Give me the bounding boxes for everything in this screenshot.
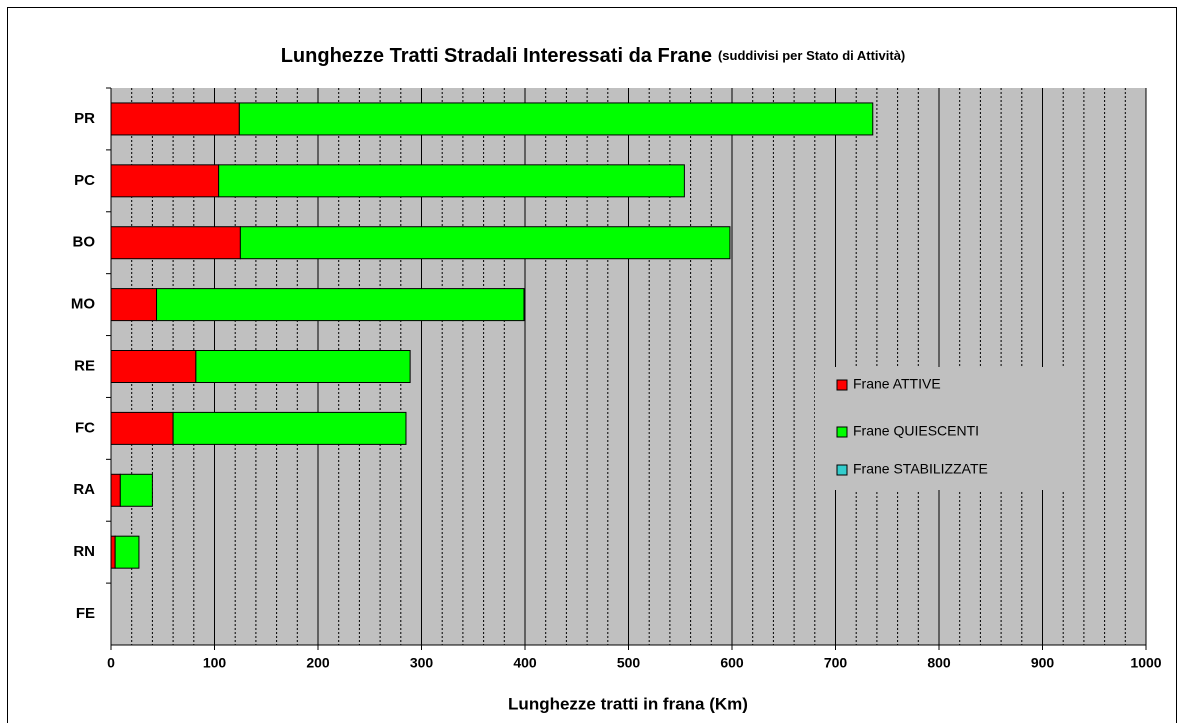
bar-segment	[110, 288, 158, 322]
bar-segment	[110, 535, 116, 569]
bar-segment	[110, 350, 197, 383]
legend-label: Frane ATTIVE	[853, 376, 941, 392]
legend-box	[815, 367, 1075, 490]
x-tick-label: 900	[1031, 655, 1055, 671]
bar-segment	[239, 226, 731, 260]
legend-swatch	[836, 379, 848, 391]
x-tick-label: 700	[824, 655, 848, 671]
bar-segment	[110, 411, 174, 445]
y-tick-label: FE	[76, 605, 95, 622]
x-axis-label: Lunghezze tratti in frana (Km)	[508, 694, 748, 713]
legend-swatch	[836, 464, 848, 476]
x-tick-label: 200	[306, 655, 330, 671]
legend: Frane ATTIVE Frane QUIESCENTI Frane STABIL…	[815, 367, 1075, 490]
bar-segment	[110, 226, 241, 260]
legend-label: Frane STABILIZZATE	[853, 461, 988, 477]
y-tick-label: BO	[73, 234, 96, 251]
y-tick-label: RE	[74, 357, 95, 374]
x-tick-label: 1000	[1130, 655, 1161, 671]
y-tick-label: MO	[71, 296, 95, 313]
y-tick-label: RN	[73, 543, 95, 560]
subtitle: (suddivisi per Stato di Attività)	[718, 48, 905, 63]
bar-segment	[119, 473, 153, 507]
x-tick-label: 800	[927, 655, 951, 671]
bar-segment	[195, 350, 411, 383]
title: Lunghezze Tratti Stradali Interessati da…	[281, 45, 712, 67]
bar-segment	[110, 102, 240, 136]
bar-segment	[238, 102, 874, 136]
y-tick-label: PR	[74, 110, 95, 127]
bars	[110, 102, 874, 569]
x-tick-label: 100	[203, 655, 227, 671]
bar-segment	[114, 535, 140, 569]
y-tick-label: PC	[74, 172, 95, 189]
bar-segment	[110, 164, 220, 198]
legend-label: Frane QUIESCENTI	[853, 423, 979, 439]
x-tick-label: 600	[720, 655, 744, 671]
y-tick-label: FC	[75, 419, 95, 436]
x-tick-label: 0	[107, 655, 115, 671]
x-tick-label: 500	[617, 655, 641, 671]
x-tick-label: 300	[410, 655, 434, 671]
bar-segment	[218, 164, 685, 198]
legend-swatch	[836, 426, 848, 438]
y-tick-label: RA	[73, 481, 95, 498]
chart-title: Lunghezze Tratti Stradali Interessati da…	[281, 45, 906, 67]
bar-segment	[110, 473, 121, 507]
axes: 0 100 200 300 400 500 600 700 800 900 1000 PR PC BO MO…	[71, 87, 1162, 671]
bar-segment	[156, 288, 525, 322]
x-tick-label: 400	[513, 655, 537, 671]
bar-segment	[172, 411, 407, 445]
